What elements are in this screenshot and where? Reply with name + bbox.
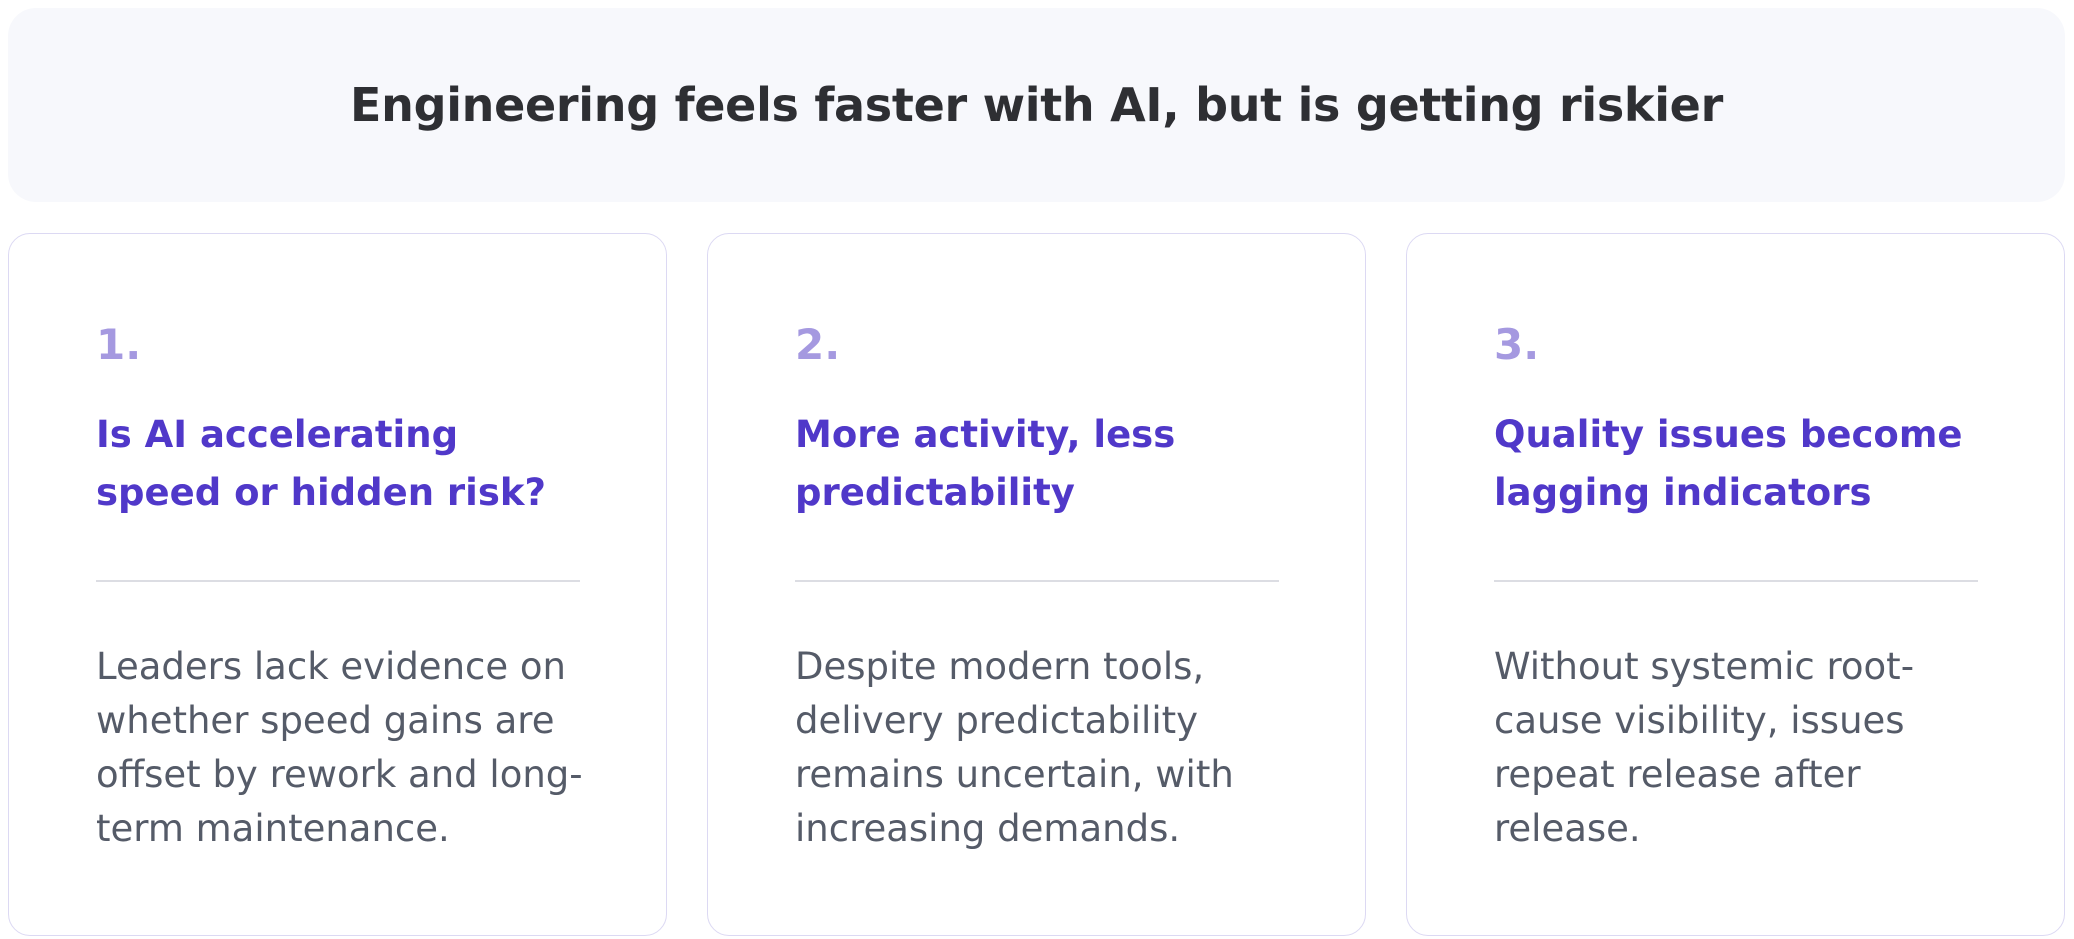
card-number: 3.	[1494, 320, 1540, 369]
card-title: Quality issues become lagging indicators	[1494, 413, 1963, 514]
card-body: Leaders lack evidence on whether speed g…	[96, 645, 583, 850]
page-title: Engineering feels faster with AI, but is…	[350, 78, 1723, 132]
card-title: Is AI accelerating speed or hidden risk?	[96, 413, 546, 514]
card-divider	[1494, 580, 1978, 582]
card-body: Despite modern tools, delivery predictab…	[795, 645, 1234, 850]
card-divider	[96, 580, 580, 582]
card-title: More activity, less predictability	[795, 413, 1176, 514]
card-1: 1. Is AI accelerating speed or hidden ri…	[8, 233, 667, 936]
card-number: 1.	[96, 320, 142, 369]
card-number: 2.	[795, 320, 841, 369]
card-2: 2. More activity, less predictability De…	[707, 233, 1366, 936]
header-banner: Engineering feels faster with AI, but is…	[8, 8, 2065, 202]
card-3: 3. Quality issues become lagging indicat…	[1406, 233, 2065, 936]
card-divider	[795, 580, 1279, 582]
card-body: Without systemic root-cause visibility, …	[1494, 645, 1915, 850]
